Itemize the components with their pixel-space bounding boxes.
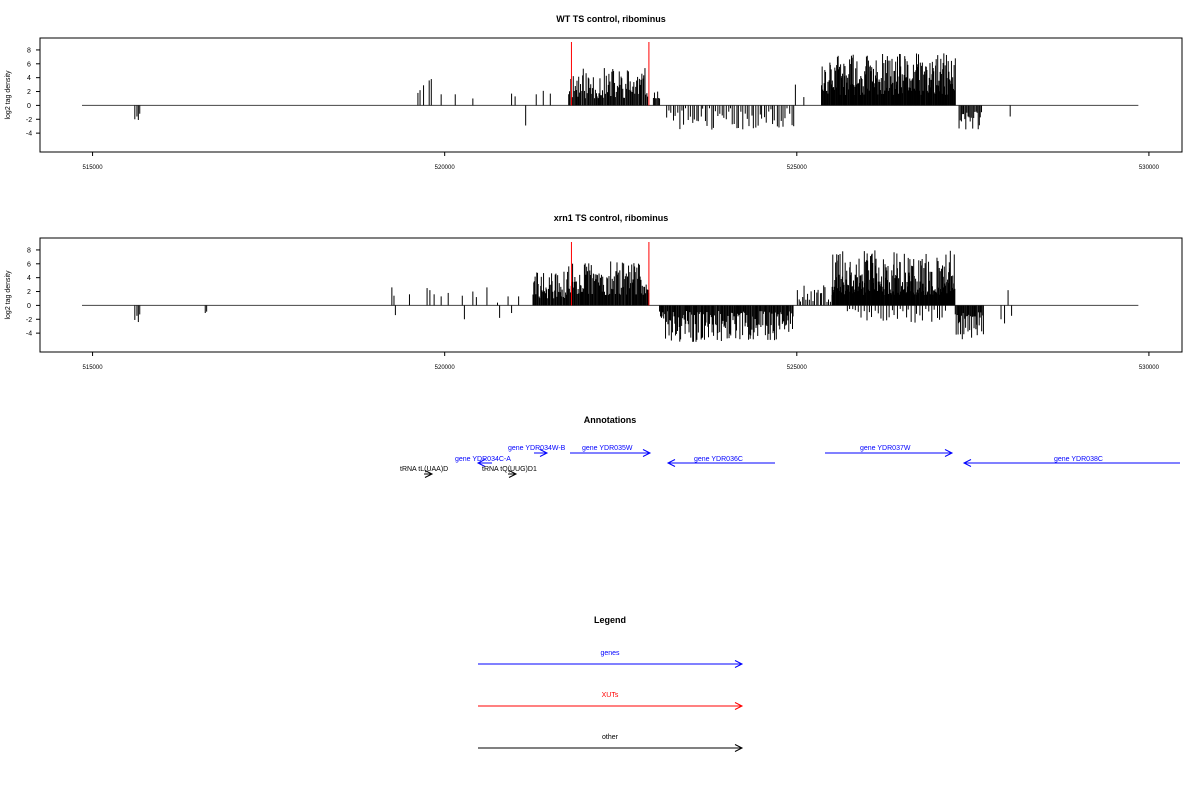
y-tick-label: 2 (27, 89, 31, 96)
y-tick-label: 0 (27, 103, 31, 110)
x-tick-label: 520000 (435, 365, 456, 371)
y-tick-label: 2 (27, 289, 31, 296)
legend-label: genes (600, 650, 620, 657)
y-tick-label: 8 (27, 47, 31, 54)
y-axis-label: log2 tag density (5, 70, 12, 120)
legend-arrowhead (734, 660, 744, 668)
x-tick-label: 515000 (83, 365, 104, 371)
x-tick-label: 520000 (435, 165, 456, 171)
plot-frame (39, 237, 1183, 353)
feature-label: tRNA tQ(UUG)D1 (482, 466, 537, 473)
feature-arrowhead (642, 449, 652, 457)
legend-arrowhead (734, 744, 744, 752)
feature-label: gene YDR036C (694, 456, 743, 463)
y-tick-label: 4 (27, 275, 31, 282)
annotations-title: Annotations (584, 415, 637, 425)
x-tick-label: 515000 (83, 165, 104, 171)
x-tick-label: 525000 (787, 165, 808, 171)
feature-label: gene YDR038C (1054, 456, 1103, 463)
feature-arrowhead (508, 470, 518, 478)
legend-label: other (602, 734, 619, 741)
y-tick-label: 8 (27, 247, 31, 254)
feature-arrowhead (539, 449, 549, 457)
plot-frame (39, 37, 1183, 153)
y-axis-label: log2 tag density (5, 270, 12, 320)
feature-arrowhead (962, 459, 972, 467)
y-tick-label: 4 (27, 75, 31, 82)
feature-arrowhead (424, 470, 434, 478)
x-tick-label: 530000 (1139, 365, 1160, 371)
y-tick-label: -4 (26, 331, 32, 338)
y-tick-label: -4 (26, 131, 32, 138)
feature-arrowhead (666, 459, 676, 467)
feature-label: gene YDR034C-A (455, 456, 511, 463)
x-tick-label: 530000 (1139, 165, 1160, 171)
y-tick-label: -2 (26, 317, 32, 324)
legend-label: XUTs (602, 692, 619, 699)
feature-label: tRNA tL(UAA)D (400, 466, 448, 473)
feature-label: gene YDR035W (582, 445, 633, 452)
legend-arrowhead (734, 702, 744, 710)
chart-title: WT TS control, ribominus (556, 14, 666, 24)
feature-label: gene YDR034W-B (508, 445, 566, 452)
feature-arrowhead (944, 449, 954, 457)
y-tick-label: -2 (26, 117, 32, 124)
chart-title: xrn1 TS control, ribominus (554, 213, 669, 223)
y-tick-label: 6 (27, 261, 31, 268)
feature-arrowhead (476, 459, 486, 467)
y-tick-label: 0 (27, 303, 31, 310)
feature-label: gene YDR037W (860, 445, 911, 452)
x-tick-label: 525000 (787, 365, 808, 371)
legend-title: Legend (594, 615, 626, 625)
y-tick-label: 6 (27, 61, 31, 68)
